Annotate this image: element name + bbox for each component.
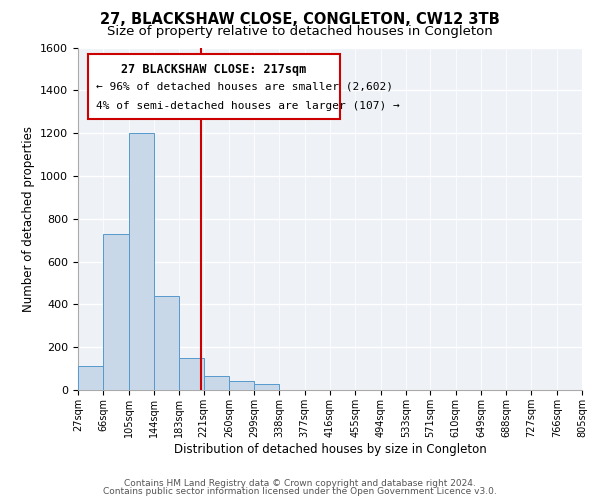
- Bar: [254, 384, 280, 390]
- Bar: [154, 296, 179, 390]
- Y-axis label: Number of detached properties: Number of detached properties: [22, 126, 35, 312]
- Bar: [103, 234, 128, 390]
- Text: Size of property relative to detached houses in Congleton: Size of property relative to detached ho…: [107, 25, 493, 38]
- FancyBboxPatch shape: [88, 54, 340, 120]
- Bar: [229, 382, 254, 390]
- Text: 27, BLACKSHAW CLOSE, CONGLETON, CW12 3TB: 27, BLACKSHAW CLOSE, CONGLETON, CW12 3TB: [100, 12, 500, 28]
- Text: 4% of semi-detached houses are larger (107) →: 4% of semi-detached houses are larger (1…: [95, 100, 400, 110]
- Text: 27 BLACKSHAW CLOSE: 217sqm: 27 BLACKSHAW CLOSE: 217sqm: [121, 63, 307, 76]
- Bar: [203, 376, 229, 390]
- Bar: [78, 366, 103, 390]
- X-axis label: Distribution of detached houses by size in Congleton: Distribution of detached houses by size …: [173, 442, 487, 456]
- Bar: [128, 133, 154, 390]
- Text: ← 96% of detached houses are smaller (2,602): ← 96% of detached houses are smaller (2,…: [95, 81, 392, 91]
- Bar: [179, 358, 203, 390]
- Text: Contains HM Land Registry data © Crown copyright and database right 2024.: Contains HM Land Registry data © Crown c…: [124, 478, 476, 488]
- Text: Contains public sector information licensed under the Open Government Licence v3: Contains public sector information licen…: [103, 487, 497, 496]
